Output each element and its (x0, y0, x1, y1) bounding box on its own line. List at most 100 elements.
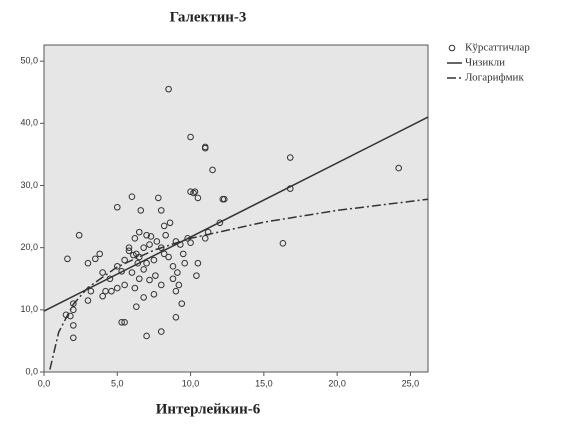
data-point (87, 287, 95, 295)
data-point (96, 250, 103, 258)
data-point (152, 272, 159, 279)
data-point (194, 194, 202, 202)
fit-line (49, 198, 429, 370)
x-tick-label: 10,0 (182, 378, 200, 388)
data-point (172, 287, 180, 295)
data-point (162, 231, 169, 239)
data-point (84, 259, 92, 267)
data-point (165, 253, 172, 261)
data-point (113, 263, 121, 270)
x-tick-label: 25,0 (402, 378, 420, 388)
data-point (147, 233, 155, 240)
data-point (140, 266, 147, 273)
legend-label: Чизикли (465, 57, 505, 69)
data-point (174, 269, 181, 276)
data-point (135, 275, 143, 283)
data-point (125, 244, 133, 251)
data-point (108, 287, 115, 295)
data-point (150, 290, 158, 298)
data-point (194, 259, 202, 267)
data-point (190, 189, 197, 197)
data-point (166, 219, 174, 227)
data-point (209, 166, 216, 174)
data-point (187, 188, 194, 196)
data-point (187, 133, 194, 141)
data-point (191, 188, 199, 196)
data-point (193, 272, 200, 279)
data-point (201, 143, 209, 151)
x-tick-label: 0,0 (38, 378, 51, 388)
data-point (118, 318, 125, 326)
y-tick-label: 50,0 (20, 56, 38, 66)
data-point (150, 256, 158, 264)
data-point (395, 164, 402, 172)
data-point (131, 235, 139, 242)
x-axis-label: Интерлейкин-6 (156, 401, 261, 417)
data-point (155, 194, 162, 202)
x-tick-label: 15,0 (255, 378, 273, 388)
data-point (179, 250, 187, 258)
data-point (128, 193, 136, 200)
data-point (146, 241, 153, 248)
chart-title: Галектин-3 (170, 9, 247, 25)
data-point (75, 231, 83, 239)
data-point (130, 251, 137, 259)
data-point (153, 238, 161, 245)
data-point (135, 228, 143, 236)
data-point (70, 334, 77, 342)
data-point (178, 300, 186, 307)
data-point (216, 219, 224, 227)
legend-label: Логарифмик (465, 72, 524, 84)
x-tick-label: 20,0 (328, 378, 346, 388)
plot-area (43, 44, 429, 373)
data-point (140, 294, 147, 301)
data-point (160, 222, 168, 230)
y-tick-label: 0,0 (25, 366, 38, 376)
fit-line (43, 116, 429, 312)
y-tick-label: 20,0 (20, 242, 38, 252)
data-point (99, 292, 106, 300)
data-point (99, 269, 106, 276)
data-point (169, 275, 177, 283)
data-point (172, 313, 180, 321)
data-point (157, 328, 165, 335)
data-point (143, 231, 150, 239)
data-point (128, 269, 136, 276)
data-point (113, 284, 121, 292)
data-point (187, 239, 194, 246)
data-point (134, 259, 142, 267)
data-point (286, 154, 294, 161)
data-point (181, 259, 189, 267)
data-point (165, 85, 172, 93)
data-point (157, 281, 165, 289)
x-tick-label: 5,0 (111, 378, 124, 388)
data-point (135, 253, 143, 261)
y-tick-label: 30,0 (20, 180, 38, 190)
y-tick-label: 10,0 (20, 304, 38, 314)
data-point (84, 297, 92, 304)
data-point (91, 255, 99, 263)
data-point (143, 332, 150, 340)
data-point (220, 195, 228, 203)
data-point (157, 207, 165, 214)
legend-marker (448, 44, 456, 52)
data-point (64, 255, 71, 263)
data-point (279, 240, 287, 247)
data-point (133, 303, 140, 311)
data-point (113, 203, 121, 211)
data-point (70, 322, 77, 329)
data-point (118, 267, 125, 275)
legend-label: Кўрсаттичлар (465, 42, 530, 54)
data-point (121, 281, 128, 289)
data-point (140, 244, 147, 251)
data-point (143, 259, 150, 267)
data-point (121, 318, 128, 326)
data-point (131, 284, 139, 292)
data-point (146, 276, 153, 284)
y-tick-label: 40,0 (20, 118, 38, 128)
data-point (169, 263, 177, 270)
data-point (137, 207, 145, 214)
data-point (70, 300, 77, 307)
